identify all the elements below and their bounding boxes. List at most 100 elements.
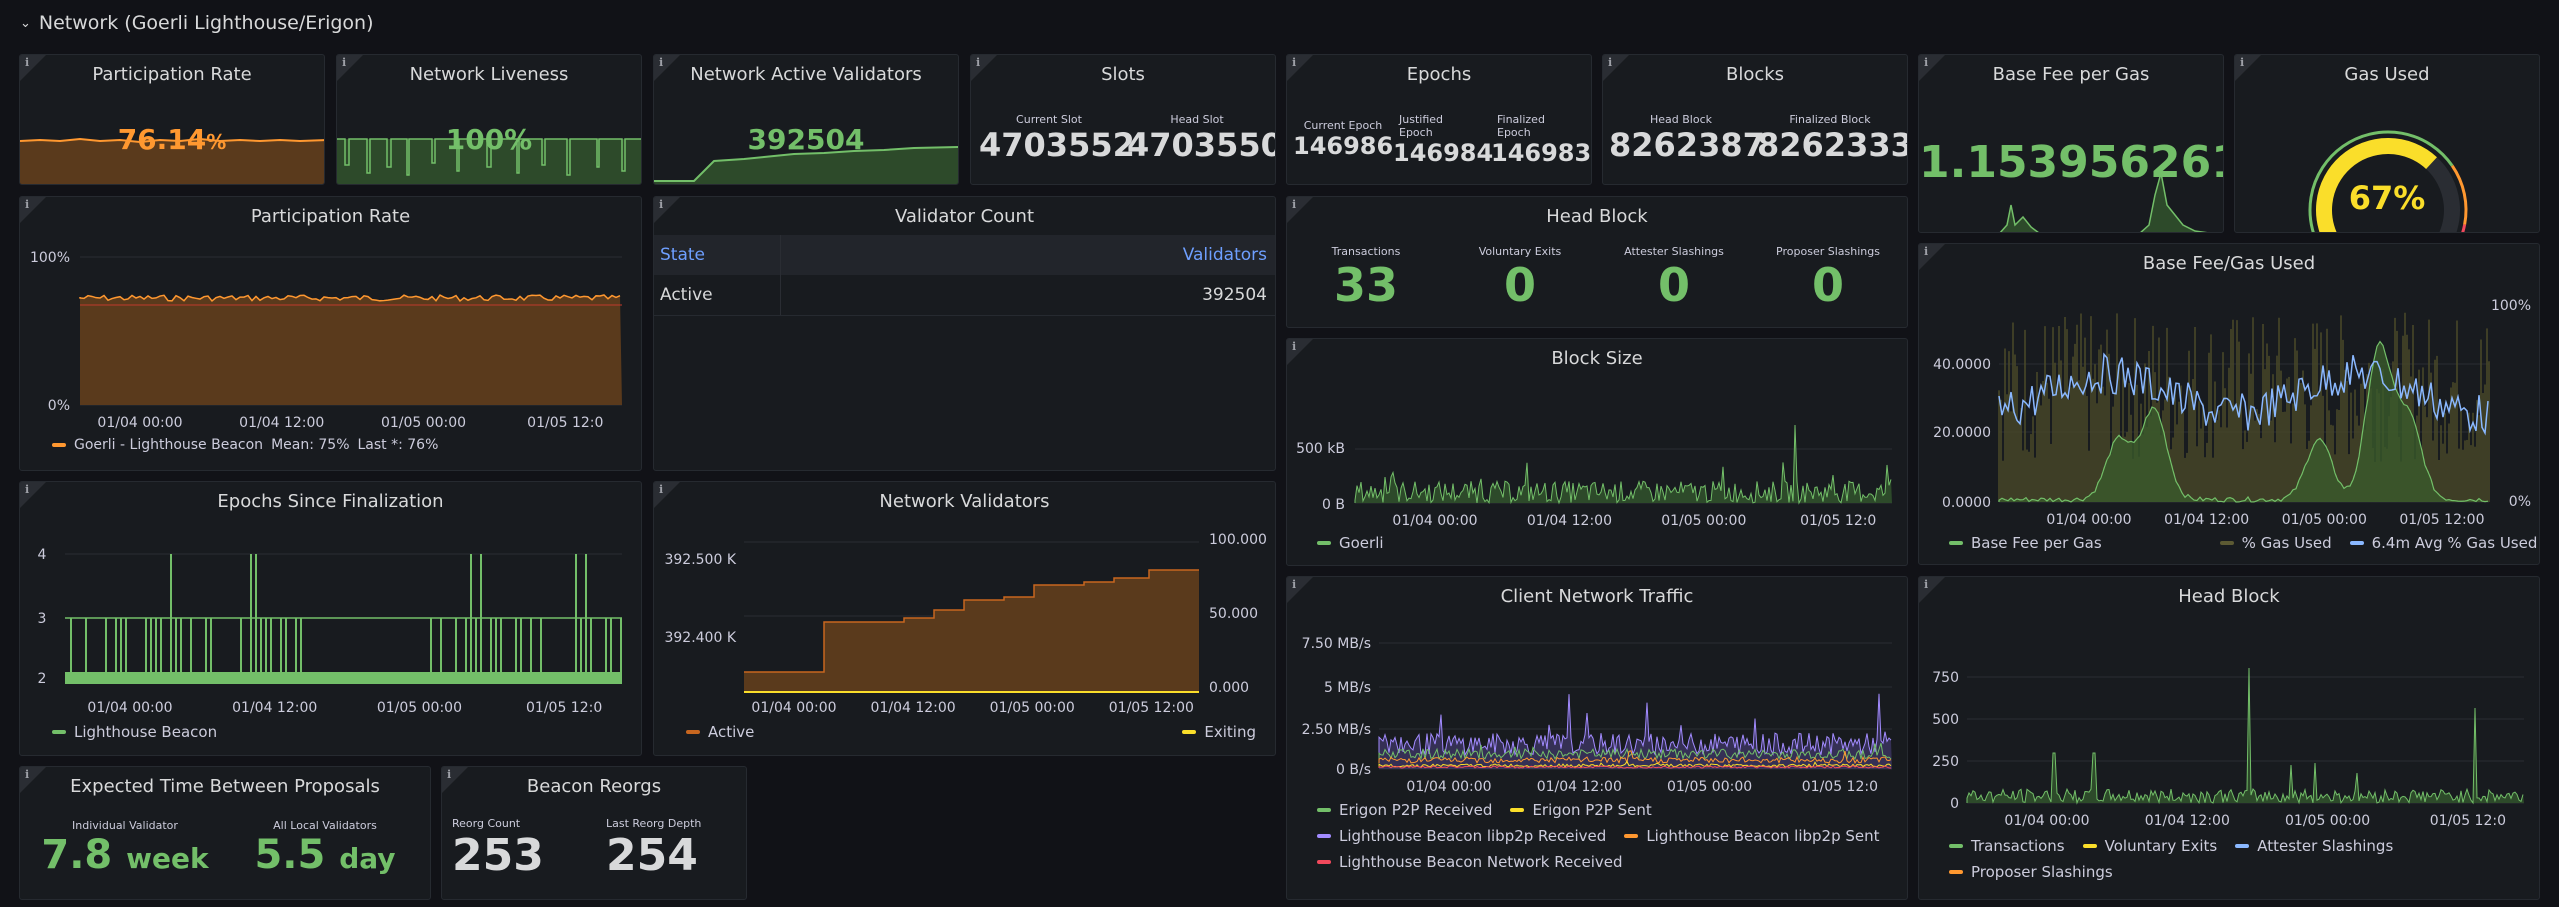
- legend-item[interactable]: Lighthouse Beacon libp2p Received: [1317, 827, 1606, 845]
- legend-label: Lighthouse Beacon Network Received: [1339, 853, 1623, 871]
- legend-label: Voluntary Exits: [2104, 837, 2218, 855]
- table-row: Active 392504: [654, 275, 1275, 316]
- info-icon[interactable]: i: [1292, 340, 1297, 353]
- stat-value: 253: [452, 830, 544, 881]
- info-icon[interactable]: i: [25, 56, 30, 69]
- legend-item[interactable]: % Gas Used: [2219, 534, 2332, 552]
- legend-item[interactable]: Voluntary Exits: [2082, 837, 2218, 855]
- row-title[interactable]: ⌄ Network (Goerli Lighthouse/Erigon): [20, 12, 373, 34]
- info-icon[interactable]: i: [1924, 578, 1929, 591]
- stat-label: Attester Slashings: [1624, 245, 1724, 258]
- reorg-depth-stat: Last Reorg Depth 254: [606, 817, 736, 881]
- panel-participation-chart[interactable]: i Participation Rate 100% 0% 01/04 00:00 01…: [19, 196, 642, 471]
- column-header-validators[interactable]: Validators: [1182, 245, 1267, 265]
- info-icon[interactable]: i: [342, 56, 347, 69]
- legend-item[interactable]: Exiting: [1182, 723, 1256, 741]
- legend-item[interactable]: Base Fee per Gas: [1949, 534, 2102, 552]
- chevron-down-icon[interactable]: ⌄: [20, 15, 31, 31]
- legend-item[interactable]: Erigon P2P Received: [1317, 801, 1492, 819]
- finalized-epoch-stat: Finalized Epoch 146983: [1491, 113, 1591, 167]
- legend-item[interactable]: Attester Slashings: [2235, 837, 2393, 855]
- panel-epochs-since-finalization[interactable]: i Epochs Since Finalization 4 3 2 01/04 00:…: [19, 481, 642, 756]
- participation-sparkline: [20, 137, 324, 184]
- info-icon[interactable]: i: [659, 56, 664, 69]
- panel-title: Slots: [1101, 64, 1145, 85]
- y-tick-label: 250: [1932, 754, 1959, 770]
- panel-network-validators[interactable]: i Network Validators 392.500 K 392.400 K 1…: [653, 481, 1276, 756]
- justified-epoch-value: 146984: [1393, 139, 1494, 167]
- y-tick-label-left: 392.500 K: [664, 552, 736, 568]
- panel-base-fee-gas-used[interactable]: i Base Fee/Gas Used 40.0000 20.0000 0.0000…: [1918, 243, 2540, 565]
- participation-chart: 100% 0% 01/04 00:00 01/04 12:00 01/05 00:00 0…: [30, 250, 622, 431]
- info-icon[interactable]: i: [1924, 245, 1929, 258]
- info-icon[interactable]: i: [25, 768, 30, 781]
- panel-base-fee-per-gas[interactable]: i Base Fee per Gas 1.153956261: [1918, 54, 2224, 233]
- panel-block-size[interactable]: i Block Size 500 kB 0 B 01/04 00:00 01/04 1…: [1286, 338, 1908, 566]
- epochs-since-finalization-chart: 4 3 2 01/04 00:00 01/04 12:00 01/05 00:00 01/0…: [38, 547, 622, 716]
- y-tick-label: 0 B: [1322, 497, 1345, 513]
- panel-gas-used[interactable]: i Gas Used 67%: [2234, 54, 2540, 233]
- block-size-chart: 500 kB 0 B 01/04 00:00 01/04 12:00 01/05 00:…: [1296, 424, 1892, 529]
- x-tick-label: 01/04 00:00: [1392, 513, 1477, 529]
- x-tick-label: 01/05 12:0: [2430, 813, 2506, 829]
- y-tick-label: 750: [1932, 670, 1959, 686]
- column-header-state[interactable]: State: [654, 235, 781, 275]
- stat-value: 254: [606, 830, 698, 881]
- stat-label: Individual Validator: [72, 819, 178, 832]
- legend-item[interactable]: Lighthouse Beacon libp2p Sent: [1624, 827, 1880, 845]
- current-slot-stat: Current Slot 4703552: [979, 113, 1135, 164]
- x-tick-label: 01/04 00:00: [87, 700, 172, 716]
- legend-item[interactable]: Active: [686, 723, 754, 741]
- legend-label: Transactions: [1971, 837, 2065, 855]
- panel-head-block-chart[interactable]: i Head Block 750 500 250 0 01/04 00:00 01/04 …: [1918, 576, 2540, 900]
- panel-validator-count[interactable]: i Validator Count State Validators Active…: [653, 196, 1276, 471]
- finalized-block-stat: Finalized Block 8262333: [1757, 113, 1907, 164]
- panel-network-liveness[interactable]: i Network Liveness 100%: [336, 54, 642, 185]
- x-tick-label: 01/04 12:00: [871, 700, 956, 716]
- legend-last: Last *: 76%: [357, 437, 439, 453]
- panel-network-active-validators[interactable]: i Network Active Validators 392504: [653, 54, 959, 185]
- x-tick-label: 01/04 12:00: [1537, 779, 1622, 795]
- panel-participation-stat[interactable]: i Participation Rate 76.14%: [19, 54, 325, 185]
- panel-beacon-reorgs[interactable]: i Beacon Reorgs Reorg Count 253 Last Reor…: [441, 766, 747, 900]
- legend-label: Goerli: [1339, 534, 1384, 552]
- panel-title: Blocks: [1725, 64, 1785, 85]
- info-icon[interactable]: i: [25, 198, 30, 211]
- legend-item[interactable]: 6.4m Avg % Gas Used: [2349, 534, 2537, 552]
- info-icon[interactable]: i: [1608, 56, 1613, 69]
- info-icon[interactable]: i: [1292, 198, 1297, 211]
- info-icon[interactable]: i: [447, 768, 452, 781]
- legend-item[interactable]: Erigon P2P Sent: [1510, 801, 1652, 819]
- head-slot-value: 4703550: [1127, 126, 1276, 164]
- legend-label: Erigon P2P Received: [1339, 801, 1493, 819]
- proposer-slashings-stat: Proposer Slashings 0: [1753, 245, 1903, 312]
- head-block-stat: Head Block 8262387: [1609, 113, 1765, 164]
- legend-item[interactable]: Transactions: [1949, 837, 2065, 855]
- panel-epochs[interactable]: i Epochs Current Epoch 146986 Justified E…: [1286, 54, 1592, 185]
- legend-item[interactable]: Lighthouse Beacon: [52, 723, 217, 741]
- x-tick-label: 01/05 00:00: [1661, 513, 1746, 529]
- legend-item[interactable]: Lighthouse Beacon Network Received: [1317, 853, 1623, 871]
- panel-expected-time[interactable]: i Expected Time Between Proposals Indivi…: [19, 766, 431, 900]
- legend-item[interactable]: Goerli: [1317, 534, 1384, 552]
- panel-slots[interactable]: i Slots Current Slot 4703552 Head Slot 470…: [970, 54, 1276, 185]
- y-tick-label-right: 0.000: [1209, 680, 1249, 696]
- info-icon[interactable]: i: [25, 483, 30, 496]
- panel-client-network-traffic[interactable]: i Client Network Traffic 7.50 MB/s 5 MB/s…: [1286, 576, 1908, 900]
- panel-blocks[interactable]: i Blocks Head Block 8262387 Finalized Blo…: [1602, 54, 1908, 185]
- base-fee-area: [1999, 341, 2489, 502]
- legend-item[interactable]: Proposer Slashings: [1949, 863, 2113, 881]
- panel-title: Validator Count: [894, 206, 1035, 227]
- info-icon[interactable]: i: [1292, 56, 1297, 69]
- legend-label: Base Fee per Gas: [1971, 534, 2102, 552]
- legend-item[interactable]: Goerli - Lighthouse Beacon Mean: 75% Last …: [52, 437, 438, 453]
- current-slot-value: 4703552: [979, 126, 1135, 164]
- info-icon[interactable]: i: [1924, 56, 1929, 69]
- info-icon[interactable]: i: [2240, 56, 2245, 69]
- legend-label: Erigon P2P Sent: [1532, 801, 1652, 819]
- info-icon[interactable]: i: [976, 56, 981, 69]
- info-icon[interactable]: i: [659, 483, 664, 496]
- panel-head-block-stats[interactable]: i Head Block Transactions 33 Voluntary Ex…: [1286, 196, 1908, 328]
- info-icon[interactable]: i: [659, 198, 664, 211]
- info-icon[interactable]: i: [1292, 578, 1297, 591]
